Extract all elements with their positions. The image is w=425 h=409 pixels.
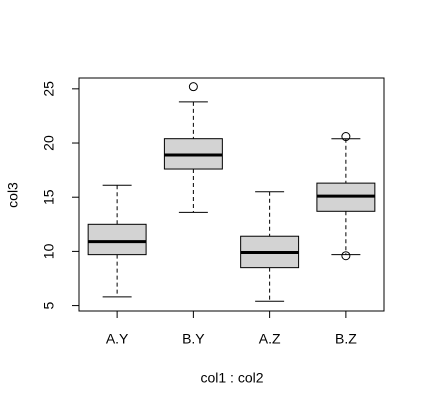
outlier (341, 132, 351, 142)
x-tick-label: B.Z (335, 331, 357, 347)
y-axis-label: col3 (5, 182, 21, 208)
x-tick-label: A.Y (106, 331, 129, 347)
y-tick-label: 25 (41, 81, 57, 97)
x-axis-label: col1 : col2 (200, 370, 263, 386)
y-tick-label: 10 (41, 243, 57, 259)
x-tick-label: A.Z (259, 331, 281, 347)
x-tick-label: B.Y (182, 331, 205, 347)
y-tick-label: 15 (41, 189, 57, 205)
outlier (341, 251, 351, 261)
y-tick-label: 20 (41, 135, 57, 151)
box (87, 223, 147, 256)
y-tick-label: 5 (41, 301, 57, 309)
outlier (188, 82, 198, 92)
